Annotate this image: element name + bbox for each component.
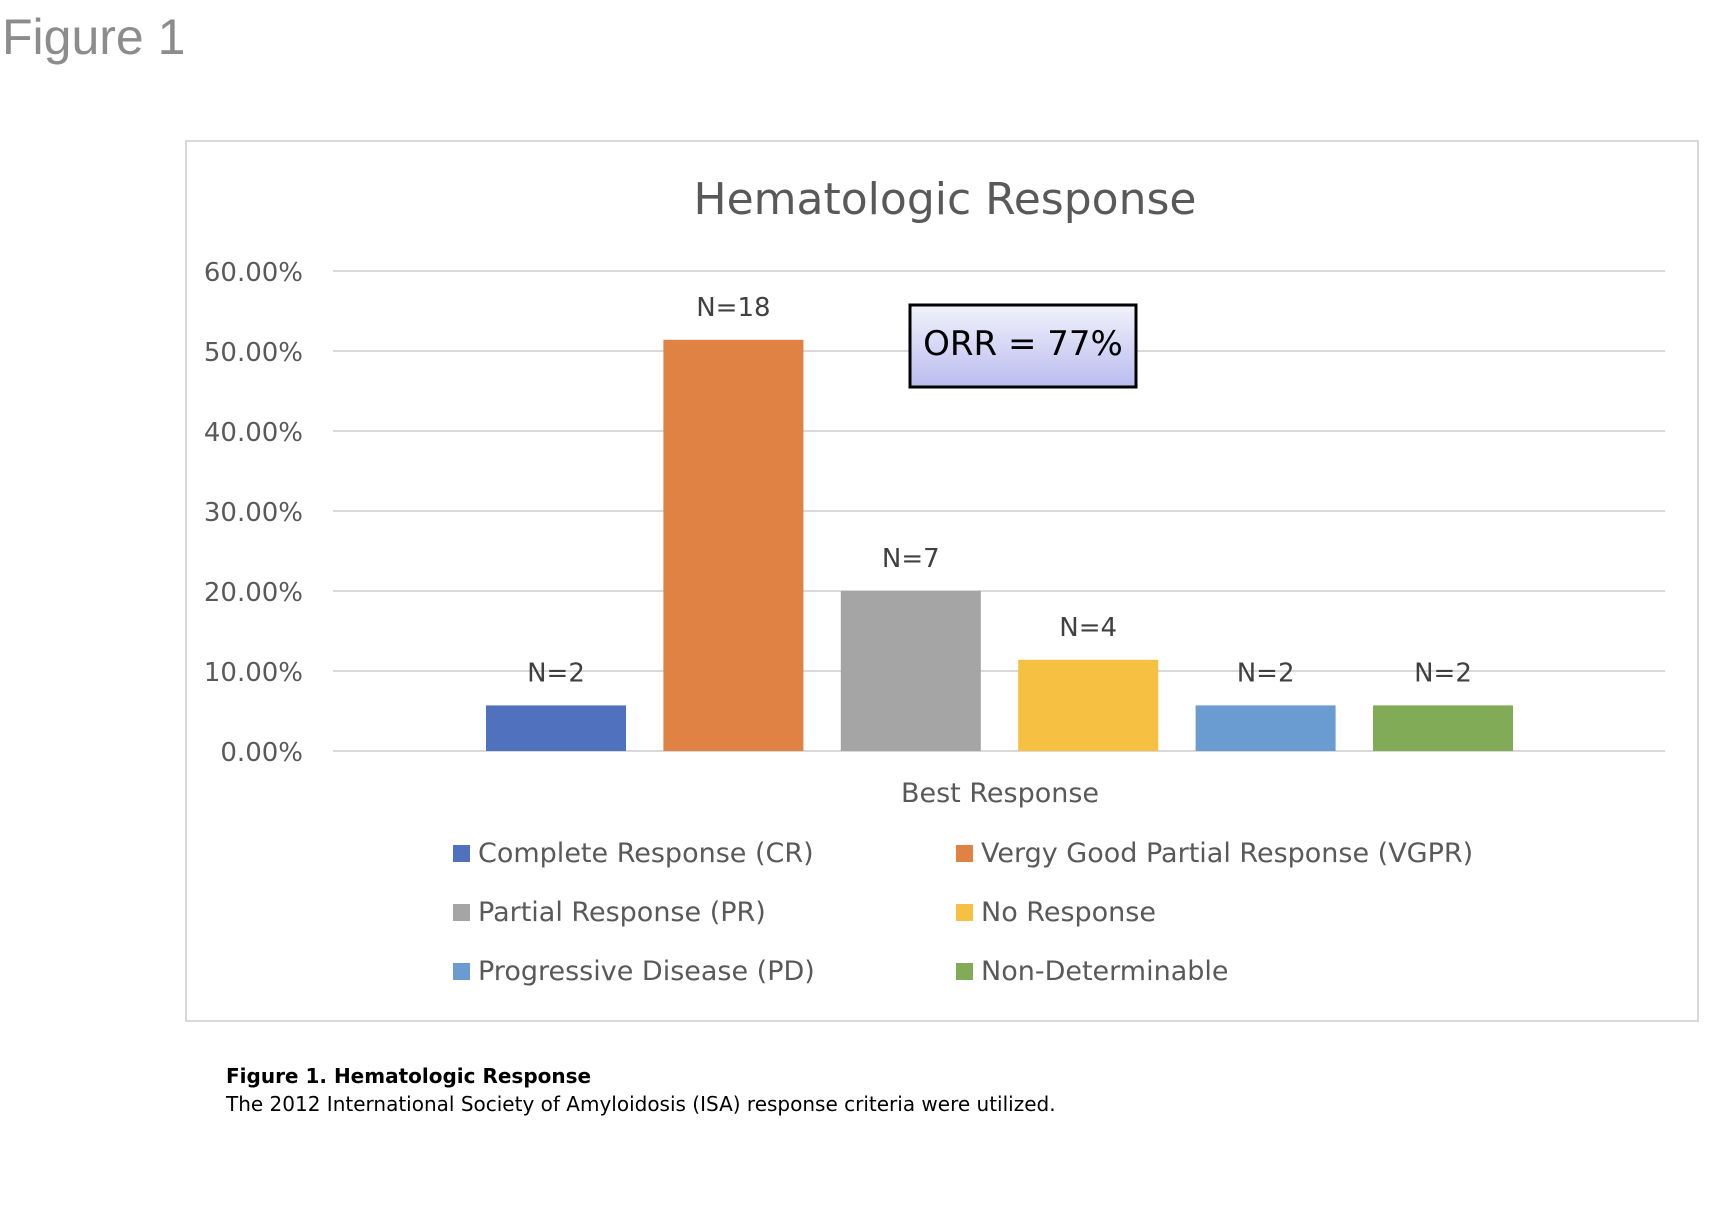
bars: N=2 N=18 N=7 N=4 N=2 N=2 bbox=[486, 293, 1513, 751]
y-tick-label: 50.00% bbox=[204, 338, 303, 368]
caption-title: Figure 1. Hematologic Response bbox=[226, 1064, 592, 1088]
orr-annotation: ORR = 77% bbox=[908, 303, 1138, 389]
legend-swatch bbox=[956, 904, 973, 921]
orr-box bbox=[908, 303, 1138, 389]
figure-caption: Figure 1. Hematologic Response The 2012 … bbox=[226, 1062, 1056, 1118]
bar bbox=[486, 705, 626, 751]
y-tick-label: 40.00% bbox=[204, 418, 303, 448]
y-tick-label: 60.00% bbox=[204, 258, 303, 288]
legend-label: Partial Response (PR) bbox=[478, 897, 766, 928]
legend-label: Progressive Disease (PD) bbox=[478, 956, 815, 987]
y-tick-label: 0.00% bbox=[220, 738, 303, 768]
legend: Complete Response (CR) Vergy Good Partial… bbox=[453, 838, 1473, 987]
legend-label: Complete Response (CR) bbox=[478, 838, 814, 869]
x-axis-label: Best Response bbox=[901, 778, 1099, 809]
legend-label: Non-Determinable bbox=[981, 956, 1229, 987]
bar bbox=[1195, 705, 1336, 751]
legend-swatch bbox=[453, 963, 470, 980]
caption-text: The 2012 International Society of Amyloi… bbox=[226, 1092, 1056, 1116]
legend-swatch bbox=[956, 963, 973, 980]
bar-data-label: N=7 bbox=[882, 544, 940, 574]
bar bbox=[840, 591, 981, 751]
bar-data-label: N=4 bbox=[1059, 613, 1117, 643]
figure-label: Figure 1 bbox=[2, 9, 186, 65]
bar bbox=[1373, 705, 1513, 751]
gridlines: 0.00% 10.00% 20.00% 30.00% 40.00% 50.00% 60.00… bbox=[204, 258, 1665, 768]
legend-swatch bbox=[453, 904, 470, 921]
legend-swatch bbox=[956, 845, 973, 862]
bar-data-label: N=2 bbox=[527, 658, 585, 688]
chart-title: Hematologic Response bbox=[694, 174, 1197, 225]
chart-frame bbox=[185, 140, 1699, 1022]
bar-data-label: N=18 bbox=[696, 293, 770, 323]
bar bbox=[663, 339, 804, 751]
y-tick-label: 10.00% bbox=[204, 658, 303, 688]
legend-label: No Response bbox=[981, 897, 1156, 928]
y-tick-label: 30.00% bbox=[204, 498, 303, 528]
y-tick-label: 20.00% bbox=[204, 578, 303, 608]
legend-swatch bbox=[453, 845, 470, 862]
bar-data-label: N=2 bbox=[1414, 658, 1472, 688]
orr-text: ORR = 77% bbox=[923, 324, 1123, 364]
legend-label: Vergy Good Partial Response (VGPR) bbox=[981, 838, 1473, 869]
bar bbox=[1018, 659, 1159, 751]
bar-data-label: N=2 bbox=[1237, 658, 1295, 688]
